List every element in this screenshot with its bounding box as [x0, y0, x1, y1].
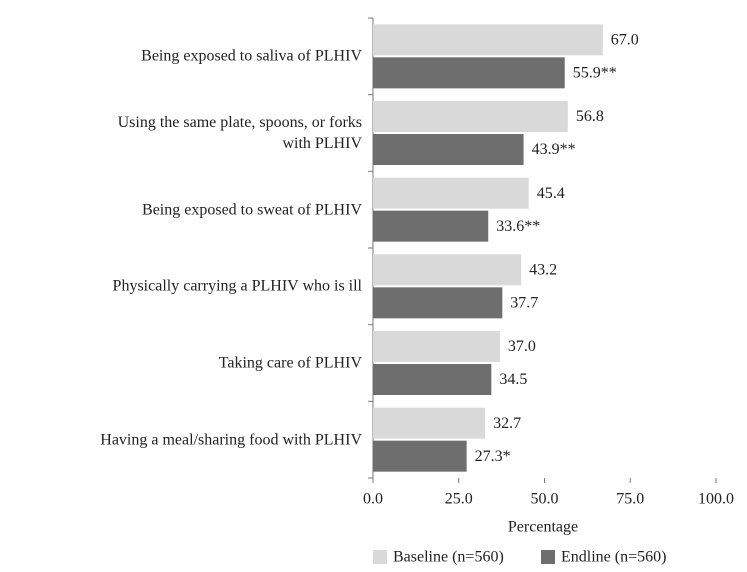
value-label: 43.9**	[532, 141, 576, 158]
category-label: Having a meal/sharing food with PLHIV	[100, 431, 362, 449]
value-label: 33.6**	[496, 218, 540, 235]
bar	[373, 364, 492, 395]
bar	[373, 177, 529, 209]
legend-swatch	[541, 550, 555, 564]
bar	[373, 254, 522, 286]
bar	[373, 331, 500, 362]
category-label: Being exposed to sweat of PLHIV	[142, 201, 362, 219]
bar	[373, 134, 524, 165]
value-label: 37.7	[510, 295, 538, 312]
category-label: Using the same plate, spoons, or forks w…	[117, 114, 362, 152]
value-label: 67.0	[611, 32, 639, 49]
category-label: Physically carrying a PLHIV who is ill	[112, 277, 362, 295]
bar	[373, 440, 467, 472]
x-tick-label: 0.0	[363, 491, 383, 508]
x-tick-label: 50.0	[531, 491, 559, 508]
value-label: 56.8	[576, 108, 604, 125]
bar	[373, 407, 486, 439]
x-tick-label: 25.0	[445, 491, 473, 508]
legend-label: Endline (n=560)	[561, 549, 666, 566]
bar	[373, 287, 503, 319]
legend-swatch	[373, 550, 387, 564]
bar	[373, 101, 568, 132]
value-label: 32.7	[493, 415, 521, 432]
category-label: Taking care of PLHIV	[218, 354, 362, 372]
bar	[373, 57, 565, 89]
legend-label: Baseline (n=560)	[393, 549, 504, 566]
value-label: 55.9**	[573, 65, 617, 82]
value-label: 43.2	[529, 262, 557, 279]
value-label: 27.3*	[475, 448, 511, 465]
value-label: 37.0	[508, 338, 536, 355]
bar	[373, 24, 603, 56]
category-label: Being exposed to saliva of PLHIV	[141, 47, 362, 65]
x-tick-label: 100.0	[698, 491, 734, 508]
x-tick-label: 75.0	[616, 491, 644, 508]
bar	[373, 210, 489, 242]
value-label: 34.5	[499, 371, 527, 388]
value-label: 45.4	[537, 185, 565, 202]
x-axis-label: Percentage	[508, 519, 578, 536]
